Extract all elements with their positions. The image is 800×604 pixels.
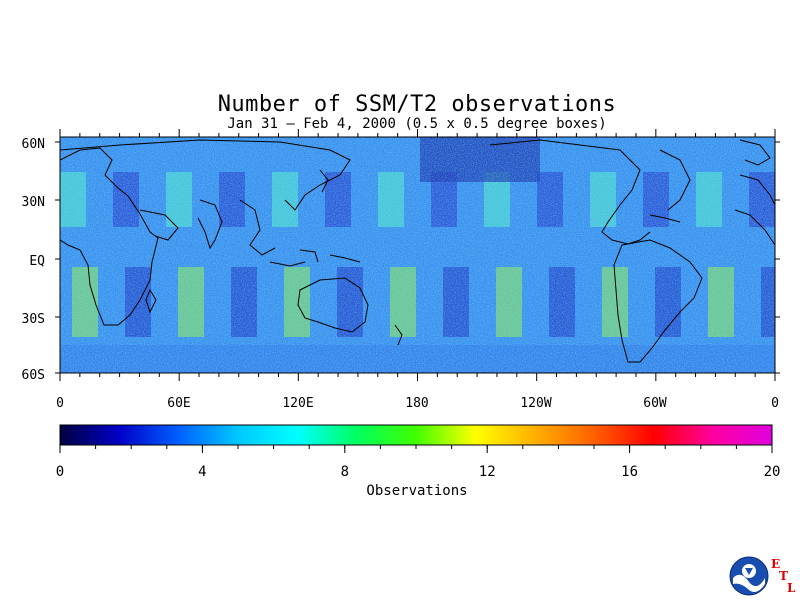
colorbar — [59, 424, 773, 446]
lon-label: 0 — [56, 396, 64, 411]
latitude-labels: 60N 30N EQ 30S 60S — [22, 137, 780, 383]
lon-label: 60E — [167, 396, 190, 411]
lat-label: EQ — [29, 254, 45, 269]
longitude-labels: 0 60E 120E 180 120W 60W 0 — [56, 396, 779, 411]
colorbar-ticks — [59, 445, 773, 453]
longitude-ticks — [59, 129, 776, 381]
etl-letter-t: T — [779, 569, 788, 583]
lat-label: 30N — [22, 195, 45, 210]
map-title: Number of SSM/T2 observations — [217, 92, 617, 117]
coastlines — [60, 139, 775, 363]
etl-letter-e: E — [771, 557, 781, 571]
observation-field — [60, 137, 775, 373]
colorbar-tick-label: 0 — [56, 464, 64, 480]
lat-label: 30S — [22, 312, 45, 327]
colorbar-tick-label: 8 — [341, 464, 349, 480]
colorbar-label: Observations — [366, 483, 467, 499]
lat-label: 60N — [22, 137, 45, 152]
colorbar-tick-label: 16 — [621, 464, 638, 480]
colorbar-tick-label: 12 — [479, 464, 496, 480]
etl-letter-l: L — [787, 581, 796, 595]
lon-label: 60W — [643, 396, 667, 411]
map-subtitle: Jan 31 – Feb 4, 2000 (0.5 x 0.5 degree b… — [227, 116, 607, 132]
lon-label: 120W — [520, 396, 551, 411]
lon-label: 180 — [405, 396, 428, 411]
lon-label: 0 — [771, 396, 779, 411]
lon-label: 120E — [282, 396, 313, 411]
noaa-logo — [729, 556, 769, 596]
colorbar-tick-label: 4 — [198, 464, 206, 480]
colorbar-tick-label: 20 — [764, 464, 781, 480]
colorbar-tick-labels: 0 4 8 12 16 20 — [56, 464, 781, 480]
lat-label: 60S — [22, 368, 45, 383]
